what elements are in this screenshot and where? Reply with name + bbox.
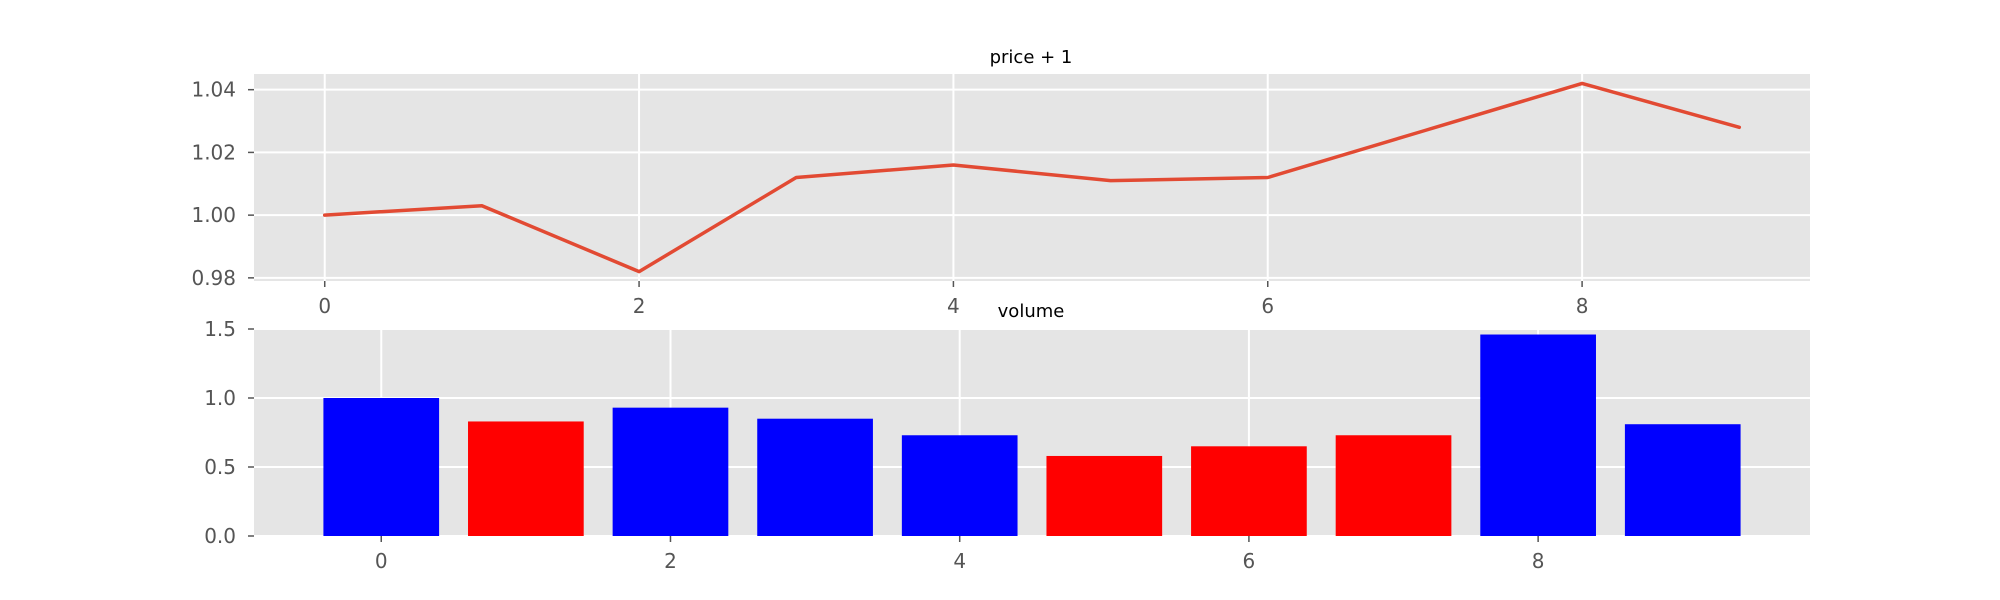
volume-bar [1335, 435, 1452, 536]
price-plot-background [254, 74, 1810, 281]
volume-bar [1624, 424, 1741, 536]
volume-y-tick-label: 1.0 [204, 386, 236, 410]
volume-y-tick-label: 0.0 [204, 524, 236, 548]
price-x-tick-label: 0 [318, 294, 331, 318]
price-chart-title: price + 1 [990, 47, 1073, 68]
volume-x-tick-label: 0 [375, 549, 388, 573]
price-x-tick-label: 6 [1261, 294, 1274, 318]
volume-chart: volume 0 2 4 6 8 0.0 0.5 1.0 1.5 [204, 301, 1810, 573]
volume-x-tick-label: 2 [664, 549, 677, 573]
volume-bar [1046, 455, 1163, 536]
volume-y-tick-label: 1.5 [204, 317, 236, 341]
volume-x-tick-label: 6 [1243, 549, 1256, 573]
volume-y-tick-label: 0.5 [204, 455, 236, 479]
volume-x-tick-label: 4 [953, 549, 966, 573]
volume-bar [612, 407, 729, 536]
volume-bar [323, 398, 440, 536]
price-y-tick-label: 0.98 [191, 266, 236, 290]
volume-bar [1480, 334, 1596, 536]
volume-bar [757, 418, 873, 536]
volume-x-tick-label: 8 [1532, 549, 1545, 573]
price-y-tick-label: 1.02 [191, 140, 236, 164]
price-series-line [322, 81, 1742, 274]
price-y-tick-label: 1.00 [191, 203, 236, 227]
volume-chart-title: volume [998, 301, 1065, 322]
price-y-tick-label: 1.04 [191, 78, 236, 102]
price-x-tick-label: 4 [947, 294, 960, 318]
price-x-tick-label: 8 [1576, 294, 1589, 318]
volume-bar [1191, 446, 1307, 536]
volume-bar [901, 435, 1018, 536]
volume-bar [468, 421, 584, 536]
price-chart: price + 1 0 2 4 6 8 0.98 1.00 1.02 1.04 [191, 47, 1810, 318]
price-x-tick-label: 2 [633, 294, 646, 318]
